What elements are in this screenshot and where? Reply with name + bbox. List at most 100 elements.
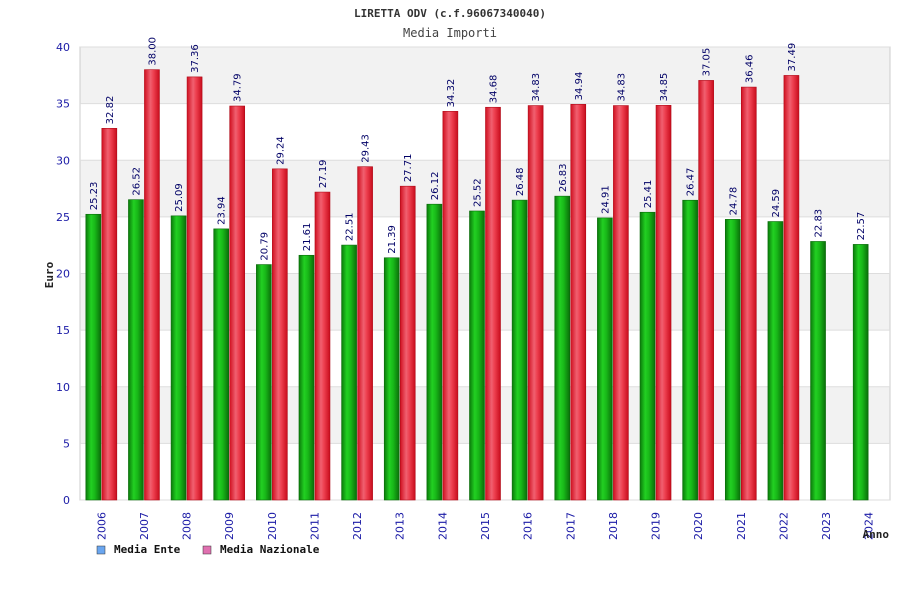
y-tick-label: 0 xyxy=(63,494,70,507)
x-tick-label-2009: 2009 xyxy=(223,512,236,540)
label-media-nazionale-2012: 29.43 xyxy=(361,134,372,163)
label-media-nazionale-2019: 34.85 xyxy=(659,73,670,102)
x-tick-label-2022: 2022 xyxy=(777,512,790,540)
bar-media-ente-2010 xyxy=(256,264,272,501)
label-media-ente-2006: 25.23 xyxy=(89,182,100,211)
label-media-ente-2009: 23.94 xyxy=(217,196,228,225)
label-media-nazionale-2008: 37.36 xyxy=(190,44,201,73)
label-media-nazionale-2022: 37.49 xyxy=(787,43,798,72)
label-media-nazionale-2013: 27.71 xyxy=(403,154,414,183)
bar-media-nazionale-2008 xyxy=(186,76,203,501)
x-tick-label-2016: 2016 xyxy=(522,512,535,540)
bar-media-ente-2008 xyxy=(170,215,187,501)
bar-media-ente-2015 xyxy=(469,210,485,501)
label-media-nazionale-2010: 29.24 xyxy=(275,136,286,165)
bar-media-nazionale-2009 xyxy=(229,105,246,501)
label-media-ente-2017: 26.83 xyxy=(558,164,569,193)
y-tick-label: 30 xyxy=(56,154,70,167)
label-media-nazionale-2006: 32.82 xyxy=(105,96,116,125)
y-tick-label: 20 xyxy=(56,268,70,281)
x-tick-label-2014: 2014 xyxy=(436,512,449,540)
x-tick-label-2019: 2019 xyxy=(650,512,663,540)
y-tick-label: 40 xyxy=(56,41,70,54)
legend-label-media-ente: Media Ente xyxy=(114,543,181,556)
label-media-ente-2022: 24.59 xyxy=(771,189,782,218)
x-tick-label-2012: 2012 xyxy=(351,512,364,540)
bar-media-ente-2018 xyxy=(597,217,613,501)
label-media-ente-2007: 26.52 xyxy=(131,167,142,196)
x-tick-label-2024: 2024 xyxy=(863,512,876,540)
label-media-ente-2015: 25.52 xyxy=(473,178,484,207)
bar-media-nazionale-2018 xyxy=(613,105,629,501)
bar-media-nazionale-2012 xyxy=(357,166,373,501)
label-media-ente-2010: 20.79 xyxy=(259,232,270,261)
bar-media-nazionale-2016 xyxy=(527,105,544,501)
bar-media-ente-2011 xyxy=(298,254,315,501)
bar-media-ente-2017 xyxy=(554,195,571,501)
label-media-ente-2016: 26.48 xyxy=(515,167,526,196)
x-tick-label-2011: 2011 xyxy=(308,512,321,540)
bars xyxy=(85,69,869,501)
x-tick-label-2018: 2018 xyxy=(607,512,620,540)
bar-media-nazionale-2007 xyxy=(144,69,160,501)
legend-label-media-nazionale: Media Nazionale xyxy=(220,543,320,556)
bar-media-nazionale-2017 xyxy=(570,104,587,501)
bar-media-ente-2014 xyxy=(426,203,443,501)
y-tick-label: 5 xyxy=(63,437,70,450)
x-tick-label-2020: 2020 xyxy=(692,512,705,540)
bar-media-nazionale-2006 xyxy=(101,128,118,501)
bar-media-ente-2006 xyxy=(85,213,102,501)
x-tick-label-2010: 2010 xyxy=(266,512,279,540)
y-tick-label: 35 xyxy=(56,98,70,111)
bar-media-nazionale-2015 xyxy=(485,106,501,501)
label-media-nazionale-2016: 34.83 xyxy=(531,73,542,102)
x-tick-label-2006: 2006 xyxy=(95,512,108,540)
bar-media-ente-2009 xyxy=(213,228,230,501)
y-tick-label: 10 xyxy=(56,381,70,394)
x-tick-label-2023: 2023 xyxy=(820,512,833,540)
label-media-nazionale-2014: 34.32 xyxy=(446,79,457,108)
bar-media-nazionale-2013 xyxy=(399,185,416,501)
x-tick-label-2013: 2013 xyxy=(394,512,407,540)
bar-media-ente-2021 xyxy=(724,219,741,501)
chart-title: LIRETTA ODV (c.f.96067340040) xyxy=(354,7,546,20)
y-tick-label: 25 xyxy=(56,211,70,224)
bar-media-nazionale-2011 xyxy=(314,191,331,501)
label-media-nazionale-2009: 34.79 xyxy=(233,73,244,102)
chart-subtitle: Media Importi xyxy=(403,26,497,40)
bar-media-ente-2020 xyxy=(682,199,698,501)
bar-media-nazionale-2014 xyxy=(442,111,459,501)
legend-swatch-media-ente xyxy=(96,545,106,555)
label-media-nazionale-2018: 34.83 xyxy=(616,73,627,102)
label-media-ente-2013: 21.39 xyxy=(387,225,398,254)
label-media-nazionale-2015: 34.68 xyxy=(489,75,500,104)
y-axis-label: Euro xyxy=(43,261,56,288)
bar-media-nazionale-2010 xyxy=(272,168,288,501)
x-axis-ticks: 2006 2007 2008 2009 2010 2011 2012 2013 2014 2015… xyxy=(95,512,875,540)
x-tick-label-2021: 2021 xyxy=(735,512,748,540)
bar-media-ente-2012 xyxy=(341,244,357,501)
label-media-ente-2021: 24.78 xyxy=(728,187,739,216)
label-media-ente-2020: 26.47 xyxy=(686,168,697,197)
label-media-ente-2014: 26.12 xyxy=(430,172,441,201)
x-axis-label: Anno xyxy=(863,528,890,541)
y-tick-label: 15 xyxy=(56,324,70,337)
bar-media-nazionale-2019 xyxy=(655,105,672,501)
label-media-nazionale-2007: 38.00 xyxy=(147,37,158,66)
x-tick-label-2017: 2017 xyxy=(564,512,577,540)
bar-media-nazionale-2022 xyxy=(783,75,800,501)
data-labels: 25.23 32.82 26.52 38.00 25.09 37.36 23.94 34.79… xyxy=(89,37,867,261)
bar-media-ente-2023 xyxy=(810,241,826,501)
y-axis-ticks: 0 5 10 15 20 25 30 35 40 xyxy=(56,41,70,507)
legend-swatch-media-nazionale xyxy=(202,545,212,555)
label-media-ente-2012: 22.51 xyxy=(345,212,356,241)
x-tick-label-2008: 2008 xyxy=(181,512,194,540)
bar-media-ente-2019 xyxy=(639,211,656,501)
label-media-ente-2011: 21.61 xyxy=(302,223,313,252)
x-tick-label-2007: 2007 xyxy=(138,512,151,540)
bar-media-nazionale-2020 xyxy=(698,80,714,501)
label-media-ente-2019: 25.41 xyxy=(643,180,654,209)
bar-media-ente-2007 xyxy=(128,199,144,501)
label-media-ente-2023: 22.83 xyxy=(814,209,825,238)
